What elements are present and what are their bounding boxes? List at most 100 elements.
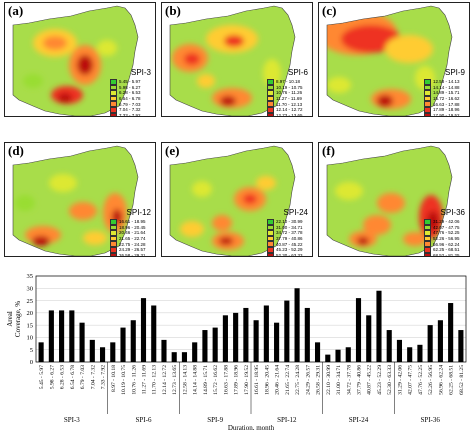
x-tick-label: 37.79 - 40.86 [357, 365, 363, 395]
legend-swatch [267, 95, 274, 102]
hotspot-region [243, 194, 257, 204]
legend-entry: 40.87 - 45.22 [267, 241, 309, 247]
legend-range-label: 52.30 - 63.33 [276, 252, 303, 257]
bar [48, 310, 54, 362]
x-tick-label: 56.96 - 62.24 [438, 365, 444, 395]
map-panel-spi-9: (c) SPI-9 12.58 - 14.13 14.14 - 14.88 14.89 … [318, 2, 470, 117]
y-tick-label: 20 [27, 310, 34, 317]
x-tick-label: 11.27 - 11.69 [142, 365, 148, 395]
bar [151, 305, 157, 362]
bar [171, 352, 177, 362]
legend-range-label: 14.14 - 14.88 [433, 84, 460, 90]
map-legend: 12.58 - 14.13 14.14 - 14.88 14.89 - 15.71 1… [424, 79, 466, 116]
legend-range-label: 15.72 - 16.62 [433, 96, 460, 102]
nsw-map [12, 145, 139, 256]
x-tick-label: 11.70 - 12.13 [152, 365, 158, 395]
legend-entry: 8.97 - 10.18 [267, 79, 309, 85]
legend-range-label: 20.46 - 21.64 [119, 230, 146, 236]
x-tick-label: 7.33 - 7.92 [101, 365, 107, 389]
x-tick-label: 22.75 - 24.28 [295, 365, 301, 395]
legend-entry: 12.58 - 14.13 [424, 79, 466, 85]
bar [345, 347, 351, 362]
legend-swatch [267, 224, 274, 231]
legend-entry: 11.70 - 12.13 [267, 101, 309, 107]
legend-range-label: 16.63 - 17.88 [433, 101, 460, 107]
bar [458, 330, 464, 362]
drought-hotspots [23, 29, 117, 104]
panel-letter: (a) [8, 3, 24, 18]
legend-range-label: 12.58 - 14.13 [433, 79, 460, 85]
legend-range-label: 56.96 - 62.24 [433, 241, 460, 247]
legend-entry: 7.04 - 7.32 [110, 106, 152, 113]
legend-entry: 17.90 - 19.52 [424, 112, 466, 116]
legend-entry: 7.33 - 7.92 [110, 112, 152, 116]
legend-entry: 45.23 - 52.29 [267, 246, 309, 253]
x-tick-label: 14.14 - 14.88 [193, 365, 199, 395]
map-outline [12, 5, 139, 116]
panel-letter: (e) [165, 143, 180, 158]
legend-entry: 31.29 - 42.06 [424, 219, 466, 225]
hotspot-region [327, 77, 351, 93]
y-axis-title: ArealCoverage, % [6, 301, 22, 337]
legend-swatch [424, 112, 431, 116]
x-tick-label: 31.29 - 42.06 [397, 365, 403, 395]
hotspot-region [43, 36, 67, 50]
map-panel-spi-3: (a) SPI-3 5.45 - 5.97 5.98 - 6.27 6.28 - 6.5… [4, 2, 156, 117]
map-panel-spi-24: (e) SPI-24 22.10 - 30.99 31.00 - 34.71 34.72… [161, 142, 313, 257]
legend-swatch [267, 252, 274, 256]
bar [417, 344, 423, 362]
map-legend: 16.61 - 18.95 18.96 - 20.45 20.46 - 21.64 2… [110, 219, 152, 256]
bar [284, 300, 290, 362]
map-surface [327, 6, 452, 116]
legend-swatch [267, 219, 274, 225]
bar [120, 327, 126, 362]
bar [140, 298, 147, 362]
map-outline [169, 145, 296, 256]
x-tick-label: 10.19 - 10.75 [121, 365, 127, 395]
hotspot-region [363, 215, 391, 235]
bar [192, 342, 198, 362]
legend-swatch [110, 246, 117, 253]
legend-swatch [424, 219, 431, 225]
x-tick-label: 18.96 - 20.45 [264, 365, 270, 395]
legend-range-label: 8.97 - 10.18 [276, 79, 301, 85]
bar [89, 339, 95, 362]
hotspot-region [15, 195, 35, 211]
spi-index-label: SPI-3 [130, 68, 151, 77]
legend-range-label: 5.45 - 5.97 [119, 79, 141, 85]
legend-entry: 37.79 - 40.86 [267, 235, 309, 242]
hotspot-region [49, 174, 77, 192]
legend-swatch [424, 252, 431, 256]
hotspot-region [180, 221, 204, 237]
legend-range-label: 14.89 - 15.71 [433, 90, 460, 96]
legend-swatch [267, 235, 274, 242]
legend-range-label: 6.79 - 7.03 [119, 101, 141, 107]
legend-swatch [424, 95, 431, 102]
x-tick-label: 34.72 - 37.78 [346, 365, 352, 395]
legend-entry: 14.14 - 14.88 [424, 84, 466, 91]
hotspot-region [192, 181, 212, 197]
spi-index-label: SPI-24 [283, 208, 308, 217]
group-label: SPI-24 [349, 416, 369, 424]
bar [99, 347, 106, 362]
legend-entry: 47.76 - 52.25 [424, 230, 466, 236]
legend-swatch [424, 230, 431, 236]
bar [222, 315, 228, 362]
areal-coverage-bar-chart: 0 5 10 15 20 25 30 35 ArealCoverage, % 5.45 - 5.9… [6, 273, 467, 430]
x-tick-label: 52.30 - 63.33 [387, 365, 393, 395]
legend-entry: 52.30 - 63.33 [267, 252, 309, 257]
legend-range-label: 34.72 - 37.78 [276, 230, 303, 236]
legend-swatch [424, 84, 431, 91]
map-legend: 22.10 - 30.99 31.00 - 34.71 34.72 - 37.78 3… [267, 219, 309, 257]
map-panel-spi-12: (d) SPI-12 16.61 - 18.95 18.96 - 20.45 20.46… [4, 142, 156, 257]
map-surface [13, 146, 138, 256]
x-tick-label: 47.76 - 52.25 [418, 365, 424, 395]
map-outline [169, 5, 296, 116]
bar [181, 352, 188, 362]
legend-range-label: 37.79 - 40.86 [276, 236, 303, 242]
bar [427, 325, 433, 362]
bar [202, 330, 208, 362]
x-tick-label: 14.89 - 15.71 [203, 365, 209, 395]
hotspot-region [197, 74, 215, 88]
map-surface [13, 6, 138, 116]
